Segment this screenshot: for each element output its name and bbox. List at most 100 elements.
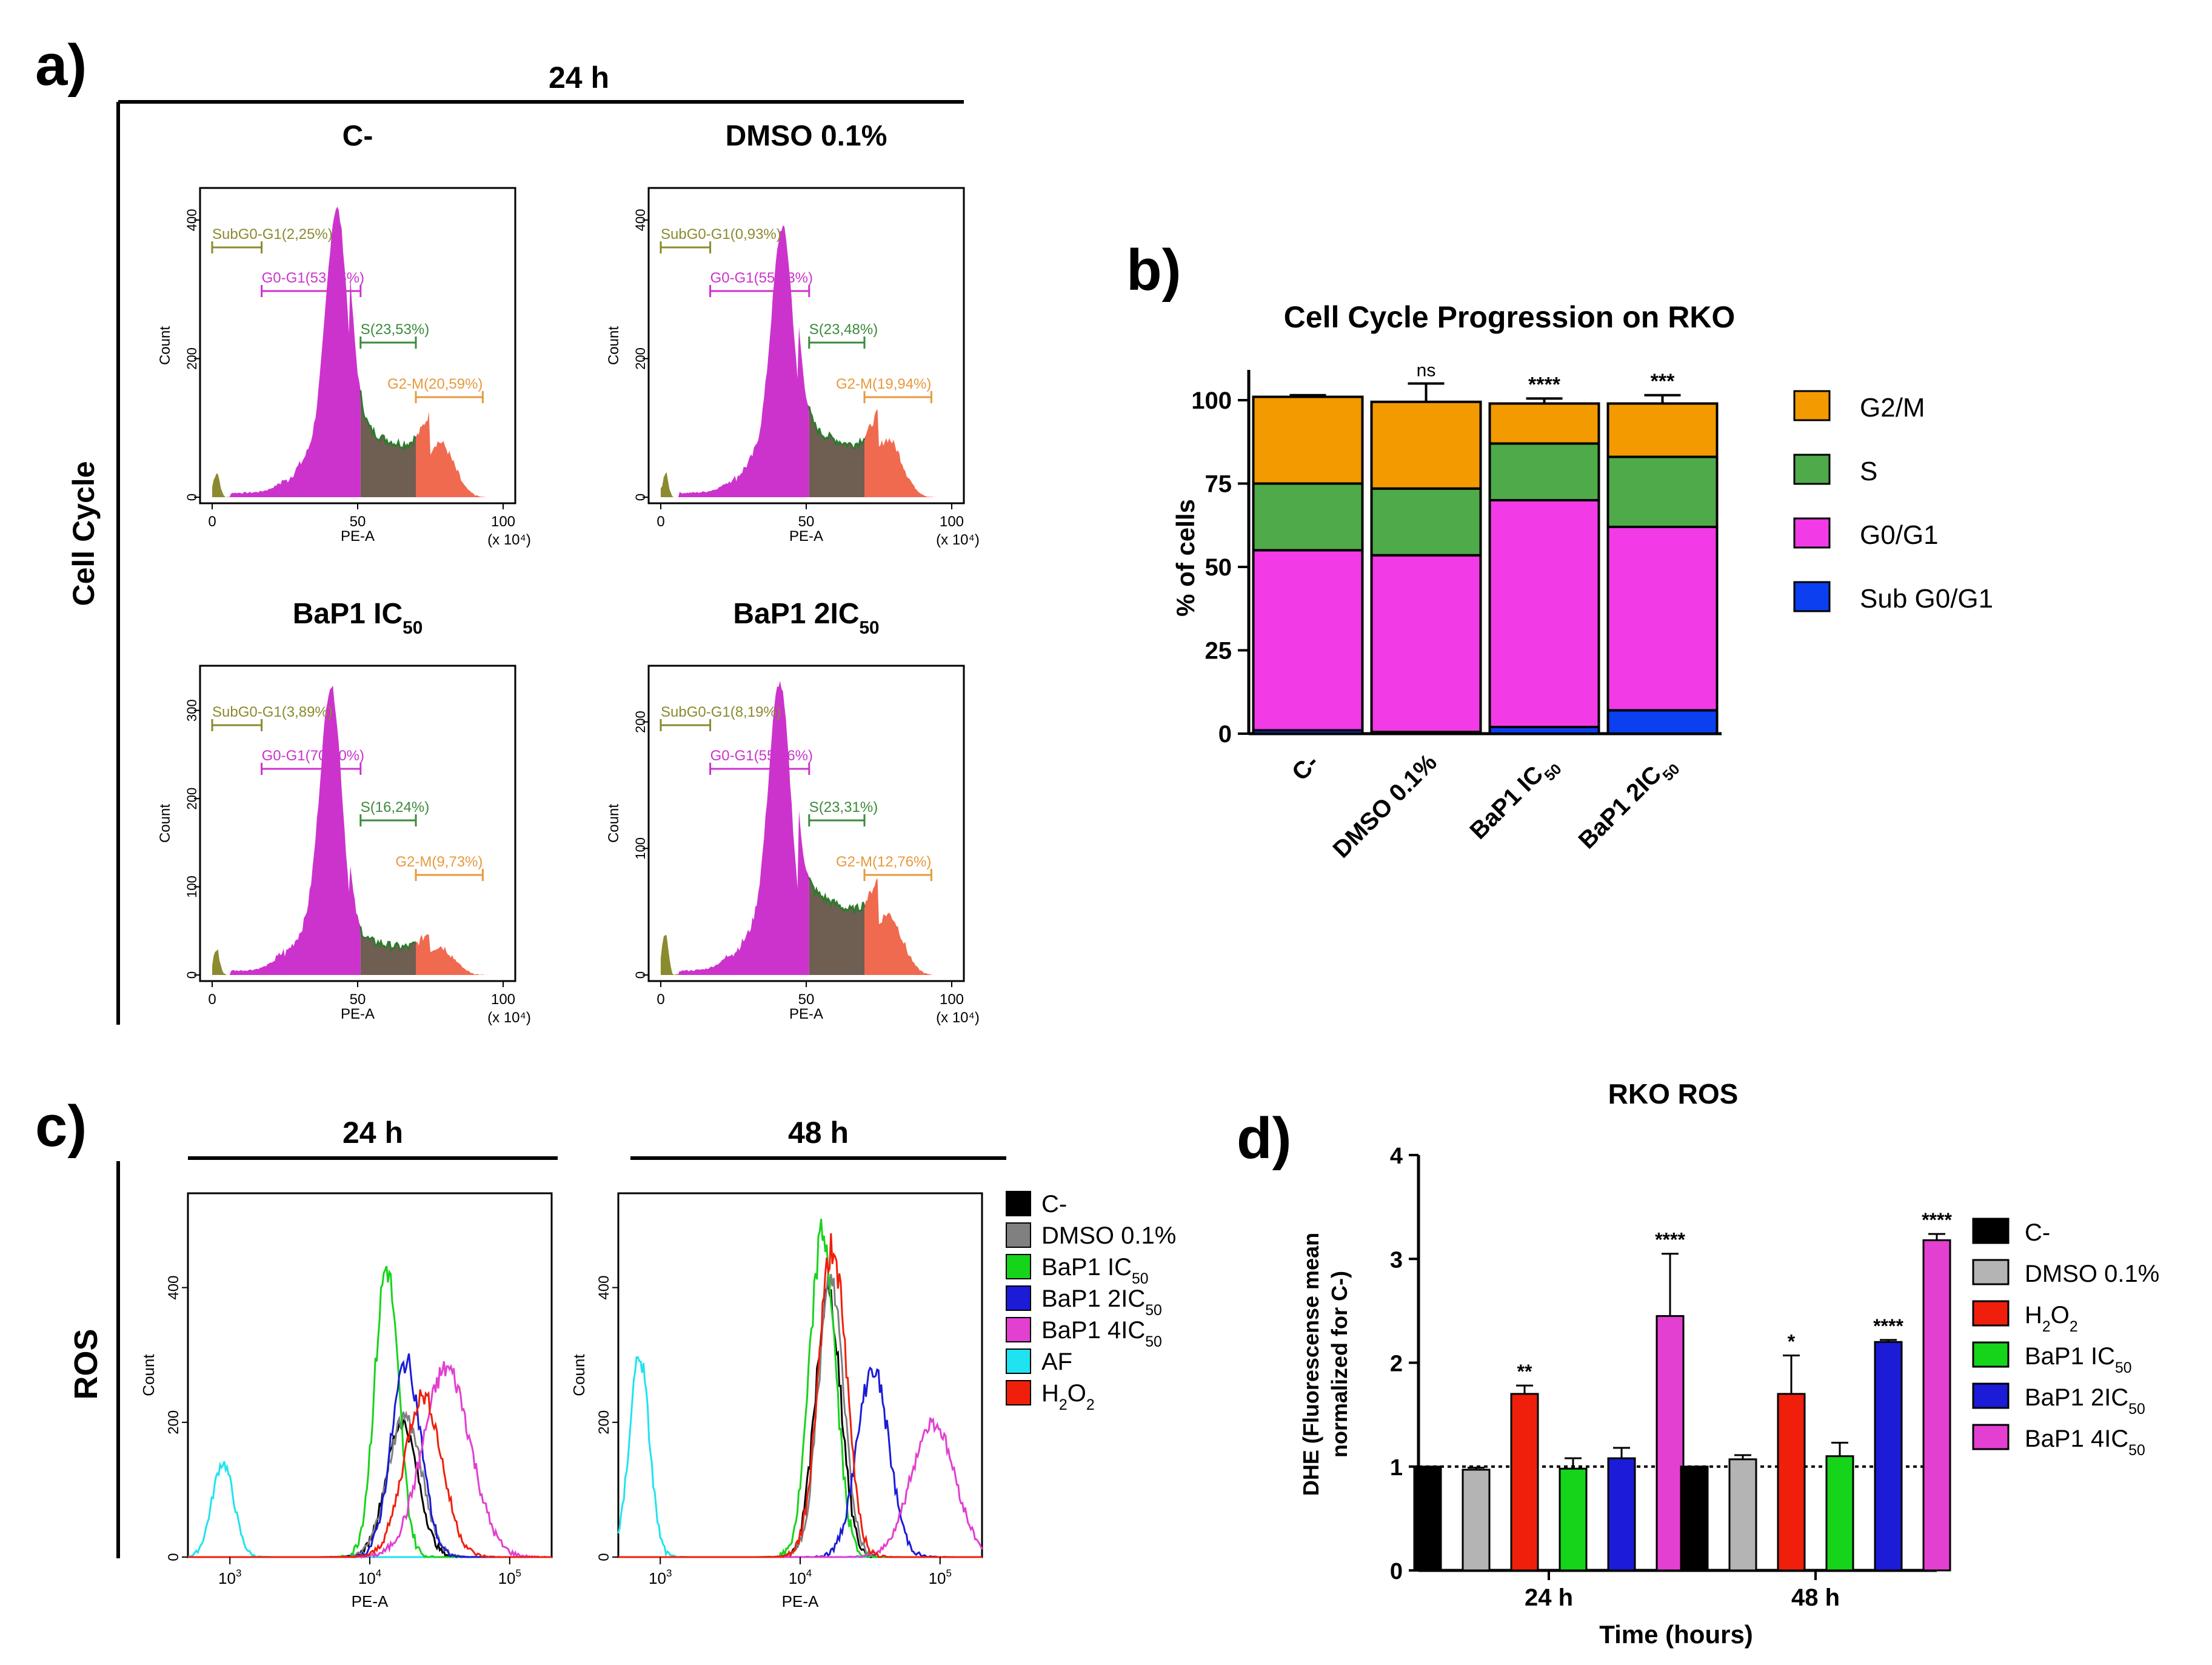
label-part: C- [2025, 1219, 2050, 1246]
subscript: 2 [2042, 1319, 2051, 1335]
y-axis-label: Count [570, 1354, 588, 1396]
x-tick-label: 104 [358, 1567, 381, 1587]
tick-exponent: 5 [946, 1567, 951, 1579]
legend-swatch [1972, 1341, 2010, 1368]
label-part: BaP1 4IC [1041, 1317, 1145, 1344]
x-tick-label: 50 [798, 514, 815, 530]
subscript: 50 [1132, 1271, 1149, 1287]
significance-label: ** [1517, 1361, 1532, 1382]
tick-exponent: 4 [806, 1567, 812, 1579]
panel-label-c: c) [35, 1094, 87, 1159]
label-part: DMSO 0.1% [2025, 1261, 2159, 1287]
tick-base: 10 [649, 1569, 666, 1587]
stacked-bar-segment [1252, 482, 1364, 552]
gate-label: S(23,31%) [809, 799, 878, 816]
chart-b-y-label: % of cells [1171, 499, 1200, 617]
legend-swatch [1972, 1259, 2010, 1285]
stacked-bar-segment [1606, 526, 1719, 712]
grouped-bar [1413, 1466, 1442, 1572]
tick-exponent: 3 [236, 1567, 241, 1579]
y-tick-label: 200 [633, 711, 648, 733]
y-tick-label: 0 [633, 494, 648, 501]
gate-label: SubG0-G1(3,89%) [212, 704, 333, 720]
gate-label: S(23,48%) [809, 321, 878, 338]
cell-cycle-histogram: BaP1 IC50SubG0-G1(3,89%)G0-G1(70,00%)S(1… [157, 598, 531, 1026]
g0-g1-region [678, 681, 809, 975]
gate-label: SubG0-G1(8,19%) [661, 704, 781, 720]
label-part: AF [1041, 1348, 1072, 1375]
ros-series-line [618, 1273, 982, 1558]
grouped-bar [1728, 1458, 1757, 1572]
label-part: BaP1 IC [1465, 761, 1548, 845]
x-tick-label: 100 [940, 991, 964, 1008]
label-part: C- [1287, 749, 1324, 786]
histogram-title: DMSO 0.1% [726, 120, 887, 152]
subscript: 2 [1059, 1397, 1068, 1413]
chart-d-y-label-line2: normalized for C-) [1327, 1271, 1352, 1458]
subscript: 50 [1145, 1302, 1162, 1319]
legend-swatch [1972, 1218, 2010, 1244]
chart-b-category-label: DMSO 0.1% [1328, 749, 1442, 863]
g2-m-region [864, 878, 937, 975]
x-axis-label: PE-A [782, 1592, 819, 1610]
grouped-bar [1874, 1341, 1903, 1572]
sub-g0-g1-region [212, 473, 230, 497]
gate-label: SubG0-G1(2,25%) [212, 226, 333, 243]
y-tick-label: 200 [184, 347, 199, 370]
grouped-bar [1777, 1393, 1806, 1572]
significance-label: **** [1922, 1209, 1952, 1231]
grouped-bar [1656, 1315, 1685, 1572]
ros-frame [187, 1192, 553, 1558]
y-tick-label: 400 [596, 1276, 612, 1300]
chart-b-y-tick-label: 0 [1218, 721, 1232, 748]
panel-a-time-label: 24 h [549, 61, 609, 95]
x-tick-label: 50 [798, 991, 815, 1008]
chart-d-y-tick-label: 2 [1390, 1352, 1403, 1377]
tick-base: 10 [358, 1569, 376, 1587]
gate-label: G2-M(19,94%) [836, 376, 931, 392]
legend-swatch [1006, 1348, 1031, 1374]
stacked-bar-segment [1252, 395, 1364, 485]
subscript: 2 [1086, 1397, 1095, 1413]
panel-label-b: b) [1126, 238, 1181, 303]
s-phase-outline [359, 926, 416, 953]
significance-label: **** [1873, 1315, 1903, 1337]
ros-series-line [188, 1389, 552, 1558]
x-tick-label: 100 [491, 991, 515, 1008]
chart-b-y-tick-label: 75 [1205, 471, 1232, 498]
x-axis-unit: (x 10⁴) [936, 532, 980, 548]
label-part: BaP1 2IC [1041, 1285, 1145, 1312]
label-part: BaP1 IC [1041, 1254, 1132, 1281]
stacked-bar-segment [1606, 455, 1719, 528]
tick-base: 10 [498, 1569, 516, 1587]
x-tick-label: 0 [657, 991, 664, 1008]
x-axis-label: PE-A [789, 528, 823, 544]
label-part: BaP1 2IC [2025, 1384, 2128, 1411]
y-tick-label: 200 [165, 1410, 182, 1435]
legend-label: C- [2025, 1219, 2050, 1246]
significance-label: * [1788, 1331, 1796, 1353]
legend-swatch [1006, 1285, 1031, 1311]
gate-label: G2-M(12,76%) [836, 854, 931, 870]
legend-label: G0/G1 [1860, 520, 1939, 550]
s-phase-region [809, 406, 864, 497]
histogram-title: C- [342, 120, 373, 152]
chart-b-category-label: BaP1 IC50 [1465, 749, 1565, 849]
legend-label: BaP1 4IC50 [2025, 1425, 2145, 1459]
subscript: 50 [403, 618, 423, 638]
y-tick-label: 300 [184, 699, 199, 722]
stacked-bar-segment [1370, 487, 1482, 557]
x-axis-unit: (x 10⁴) [936, 1010, 980, 1026]
gate-label: G0-G1(55,26%) [710, 748, 813, 764]
legend-label: BaP1 IC50 [1041, 1254, 1149, 1287]
panel-a-row-label: Cell Cycle [67, 461, 101, 606]
tick-base: 10 [929, 1569, 946, 1587]
chart-d-y-tick-label: 4 [1390, 1144, 1403, 1169]
x-tick-label: 100 [491, 514, 515, 530]
histogram-title: BaP1 2IC50 [733, 598, 879, 638]
label-part: BaP1 IC [293, 598, 403, 630]
panel-b: b) Cell Cycle Progression on RKO % of cell… [1126, 238, 1993, 863]
label-part: C- [1041, 1191, 1067, 1218]
panel-d: d) RKO ROS DHE (Fluorescense mean normalize… [1237, 1078, 2159, 1649]
